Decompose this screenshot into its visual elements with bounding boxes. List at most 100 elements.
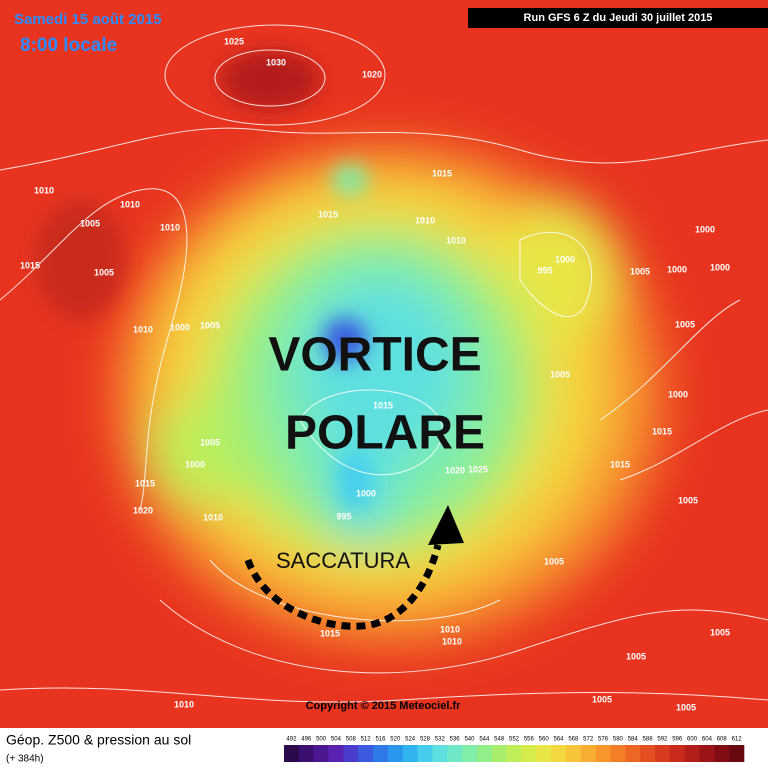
legend-swatch [610,745,626,762]
legend-tick-label: 600 [687,737,698,743]
isobar-label: 1010 [174,699,194,709]
legend-tick-label: 564 [554,737,565,743]
isobar-label: 1010 [160,222,180,232]
legend-tick-label: 572 [583,737,594,743]
isobar-label: 1015 [610,459,630,469]
isobar-label: 1030 [266,57,286,67]
isobar-label: 1025 [224,36,244,46]
legend-tick-label: 588 [643,737,654,743]
legend-tick-label: 612 [732,737,743,743]
isobar-label: 1000 [356,488,376,498]
isobar-label: 1010 [440,624,460,634]
isobars [0,24,768,703]
legend-tick-label: 544 [479,737,490,743]
isobar-label: 995 [336,511,351,521]
isobar-label: 1005 [200,320,220,330]
legend-swatch [476,745,493,762]
annotation: SACCATURA [276,548,410,573]
isobar-label: 1000 [667,264,687,274]
legend-tick-label: 520 [390,737,401,743]
isobar-label: 1000 [170,322,190,332]
run-box [468,8,768,28]
isobar-label: 1005 [710,627,730,637]
legend-tick-label: 496 [301,737,312,743]
legend-swatch [595,745,611,762]
legend-swatch [313,745,329,762]
legend-swatch [536,745,552,762]
time: 8:00 locale [20,35,117,56]
legend-swatch [580,745,596,762]
lead-time: (+ 384h) [6,754,44,765]
annotation: POLARE [285,407,485,460]
legend-tick-label: 500 [316,737,327,743]
annotation: VORTICE [268,329,481,382]
legend-swatch [373,745,389,762]
isobar-label: 1005 [592,694,612,704]
isobar-label: 1005 [544,556,564,566]
isobar-label: 1010 [203,512,223,522]
legend-swatch [640,745,656,762]
legend-swatch [417,745,433,762]
legend-tick-label: 492 [286,737,297,743]
legend-swatch [551,745,567,762]
legend-tick-label: 508 [346,737,357,743]
legend-swatch [684,745,700,762]
isobar-label: 1000 [668,389,688,399]
isobar-label: 1005 [94,267,114,277]
legend-tick-label: 548 [494,737,505,743]
isobar-label: 1015 [432,168,452,178]
isobar-label: 1015 [652,426,672,436]
legend-tick-label: 592 [657,737,668,743]
legend-tick-label: 536 [450,737,461,743]
legend-swatch [358,745,374,762]
legend-tick-label: 568 [568,737,579,743]
legend-tick-label: 604 [702,737,713,743]
legend-tick-label: 608 [717,737,728,743]
isobar-label: 1005 [80,218,100,228]
legend-swatch [699,745,715,762]
isobar-label: 1000 [710,262,730,272]
legend-tick-label: 584 [628,737,639,743]
legend-swatch [284,745,300,762]
legend-tick-label: 512 [361,737,372,743]
isobar-label: 1010 [415,215,435,225]
isobar-label: 1020 [445,465,465,475]
legend-tick-label: 580 [613,737,624,743]
isobar-label: 1010 [34,185,54,195]
isobar-label: 1015 [320,628,340,638]
footer-title: Géop. Z500 & pression au sol [6,732,191,748]
isobar-label: 1005 [550,369,570,379]
legend-swatch [654,745,671,762]
run: Run GFS 6 Z du Jeudi 30 juillet 2015 [524,12,713,24]
dotted-arrow [244,505,464,630]
legend-swatch [565,745,582,762]
isobar-label: 995 [537,265,552,275]
legend-swatch [729,745,745,762]
isobar-label: 1000 [185,459,205,469]
legend-swatch [462,745,478,762]
date: Samedi 15 août 2015 [14,11,162,28]
legend: 492 496 500 504 508 512 516 520 524 528 532 536 540 5… [284,737,745,762]
legend-swatch [491,745,507,762]
legend-swatch [402,745,418,762]
legend-tick-label: 560 [539,737,550,743]
legend-tick-label: 516 [375,737,386,743]
isobar-label: 1020 [133,505,153,515]
legend-tick-label: 532 [435,737,446,743]
legend-tick-label: 504 [331,737,342,743]
legend-swatch [387,745,404,762]
isobar-label: 1010 [446,235,466,245]
legend-tick-label: 524 [405,737,416,743]
isobar-label: 1025 [468,464,488,474]
legend-tick-label: 540 [464,737,475,743]
isobar-label: 1015 [373,400,393,410]
isobar-label: 1005 [630,266,650,276]
isobar-label: 1010 [133,324,153,334]
isobar-label: 1015 [20,260,40,270]
isobar-label: 1010 [120,199,140,209]
isobar-label: 1020 [362,69,382,79]
isobar-label: 1005 [200,437,220,447]
legend-tick-label: 552 [509,737,520,743]
